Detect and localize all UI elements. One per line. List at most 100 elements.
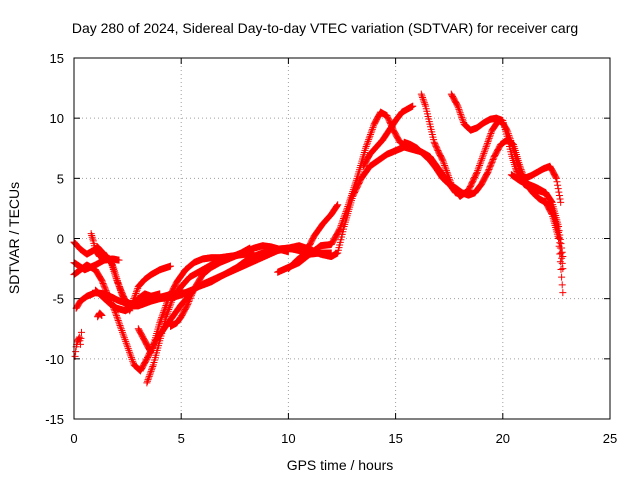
data-series-arc-r xyxy=(94,309,106,321)
data-point xyxy=(369,124,377,132)
data-point xyxy=(365,134,373,142)
data-series-arc-i xyxy=(166,242,292,330)
data-series-arc-l xyxy=(359,102,417,170)
data-point xyxy=(112,312,120,320)
data-point xyxy=(143,377,151,385)
data-points xyxy=(70,90,567,387)
data-point xyxy=(187,293,195,301)
data-point xyxy=(558,273,566,281)
data-series-arc-n xyxy=(447,90,567,261)
data-point xyxy=(409,102,417,110)
data-point xyxy=(362,144,370,152)
data-point xyxy=(99,279,107,287)
data-series-arc-p xyxy=(507,171,567,273)
data-point xyxy=(116,321,124,329)
data-point xyxy=(545,196,553,204)
data-point xyxy=(455,105,463,113)
data-point xyxy=(552,173,560,181)
data-point xyxy=(476,160,484,168)
data-point xyxy=(473,168,481,176)
data-point xyxy=(125,346,133,354)
data-point xyxy=(517,166,525,174)
data-point xyxy=(341,209,349,217)
data-point xyxy=(186,296,194,304)
data-point xyxy=(167,300,175,308)
data-point xyxy=(480,148,488,156)
data-point xyxy=(518,169,526,177)
data-point xyxy=(122,337,130,345)
data-point xyxy=(113,313,121,321)
data-point xyxy=(97,310,105,318)
data-point xyxy=(121,336,129,344)
data-point xyxy=(89,235,97,243)
data-point xyxy=(480,149,488,157)
data-point xyxy=(454,102,462,110)
x-tick-label: 15 xyxy=(388,431,402,446)
data-point xyxy=(438,155,446,163)
data-point xyxy=(143,379,151,387)
data-point xyxy=(487,129,495,137)
data-point xyxy=(334,201,342,209)
data-point xyxy=(119,330,127,338)
data-point xyxy=(114,315,122,323)
data-point xyxy=(127,354,135,362)
data-point xyxy=(559,289,567,297)
data-point xyxy=(120,334,128,342)
data-point xyxy=(558,254,566,262)
data-point xyxy=(363,139,371,147)
data-point xyxy=(456,107,464,115)
x-tick-label: 25 xyxy=(603,431,617,446)
data-point xyxy=(343,204,351,212)
data-point xyxy=(98,277,106,285)
data-point xyxy=(483,141,491,149)
data-point xyxy=(483,139,491,147)
data-series-arc-k xyxy=(284,201,342,273)
data-point xyxy=(445,173,453,181)
data-point xyxy=(472,170,480,178)
data-point xyxy=(362,143,370,151)
data-point xyxy=(343,206,351,214)
y-tick-label: 15 xyxy=(50,51,64,66)
data-point xyxy=(145,374,153,382)
data-point xyxy=(557,198,565,206)
y-tick-label: -15 xyxy=(45,412,64,427)
data-point xyxy=(474,165,482,173)
data-point xyxy=(439,158,447,166)
data-point xyxy=(363,141,371,149)
data-point xyxy=(543,192,551,200)
data-point xyxy=(337,221,345,229)
data-point xyxy=(107,259,115,267)
data-point xyxy=(487,161,495,169)
data-point xyxy=(250,251,258,259)
data-point xyxy=(484,167,492,175)
chart-title: Day 280 of 2024, Sidereal Day-to-day VTE… xyxy=(72,20,578,36)
data-point xyxy=(542,189,550,197)
y-axis-label: SDTVAR / TECUs xyxy=(6,182,22,294)
data-point xyxy=(115,318,123,326)
data-point xyxy=(544,194,552,202)
data-point xyxy=(484,168,492,176)
data-point xyxy=(336,225,344,233)
data-point xyxy=(478,155,486,163)
data-point xyxy=(131,291,139,299)
data-point xyxy=(336,223,344,231)
data-point xyxy=(88,231,96,239)
data-point xyxy=(184,301,192,309)
data-point xyxy=(189,288,197,296)
data-point xyxy=(145,372,153,380)
data-point xyxy=(118,328,126,336)
data-point xyxy=(164,307,172,315)
data-point xyxy=(485,134,493,142)
data-point xyxy=(418,92,426,100)
data-point xyxy=(147,367,155,375)
data-point xyxy=(96,310,104,318)
data-point xyxy=(474,167,482,175)
data-point xyxy=(555,228,563,236)
data-point xyxy=(158,314,166,322)
data-point xyxy=(482,144,490,152)
data-point xyxy=(97,311,105,319)
data-point xyxy=(488,158,496,166)
data-point xyxy=(457,110,465,118)
